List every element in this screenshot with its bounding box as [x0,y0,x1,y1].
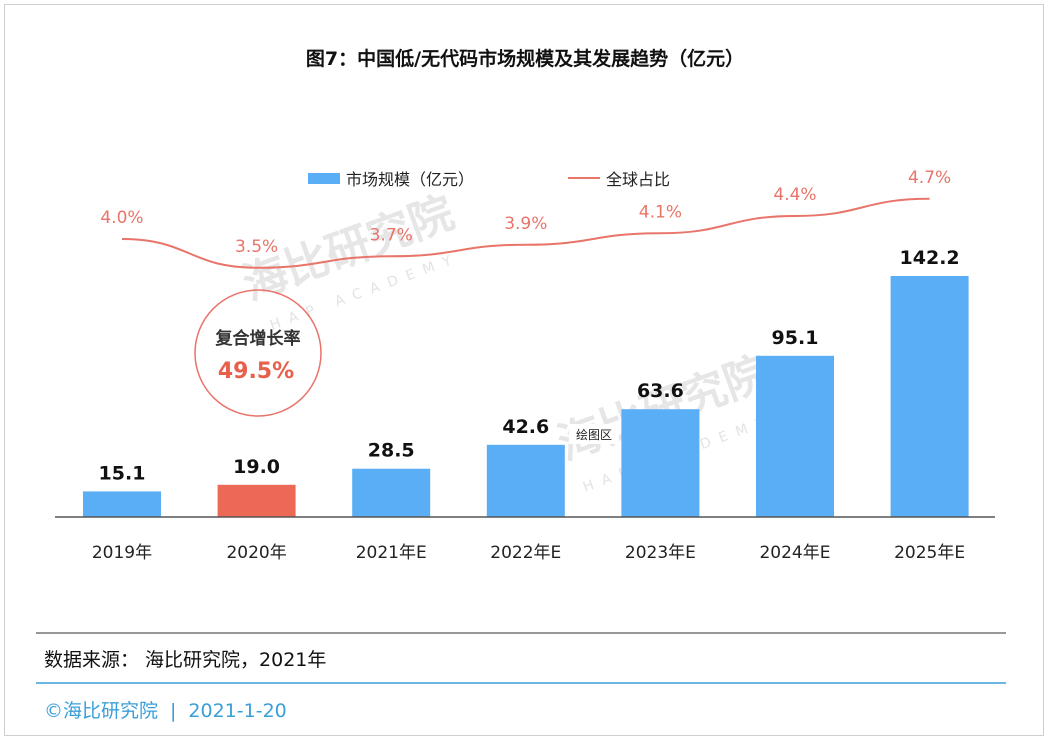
bar-0 [83,491,161,517]
bar-value-label-0: 15.1 [99,462,146,484]
bar-value-label-2: 28.5 [368,440,415,462]
bar-5 [756,355,834,517]
plot-area-tag-label: 绘图区 [576,427,612,442]
footer-separator: | [170,700,177,722]
bar-4 [621,409,700,517]
share-label-2: 3.7% [370,225,413,245]
bar-series [83,276,969,517]
legend-bar-label: 市场规模（亿元） [346,170,474,189]
bar-value-label-4: 63.6 [637,380,684,402]
bar-1 [217,484,296,517]
share-label-6: 4.7% [908,168,951,188]
footer-date: 2021-1-20 [188,700,287,722]
cagr-value: 49.5% [218,359,294,384]
legend: 市场规模（亿元） 全球占比 [308,170,670,189]
x-tick-label-4: 2023年E [625,543,696,563]
bar-value-label-3: 42.6 [502,416,549,438]
bar-6 [890,276,969,517]
share-label-3: 3.9% [504,214,547,234]
bar-2 [352,468,431,517]
share-label-5: 4.4% [773,185,816,205]
cagr-annotation: 复合增长率 49.5% [194,289,322,417]
bar-value-labels: 15.1 19.0 28.5 42.6 63.6 95.1 142.2 [99,247,960,484]
legend-line-label: 全球占比 [606,170,670,189]
chart-title: 图7：中国低/无代码市场规模及其发展趋势（亿元） [305,48,745,70]
bar-3 [486,444,565,517]
x-tick-label-1: 2020年 [226,543,286,563]
x-tick-label-6: 2025年E [894,543,965,563]
x-axis-tick-labels: 2019年 2020年 2021年E 2022年E 2023年E 2024年E 2025年E [92,543,965,563]
bar-value-label-6: 142.2 [900,247,960,269]
plot-area-tag-box [569,424,619,444]
plot-area-tag: 绘图区 [569,424,619,444]
footer: ©海比研究院 | 2021-1-20 [44,696,287,723]
x-tick-label-5: 2024年E [759,543,830,563]
share-label-4: 4.1% [639,202,682,222]
share-line [121,197,930,269]
share-label-0: 4.0% [100,208,143,228]
x-tick-label-2: 2021年E [356,543,427,563]
x-tick-label-0: 2019年 [92,543,152,563]
bar-value-label-5: 95.1 [772,327,819,349]
bar-value-label-1: 19.0 [233,456,280,478]
share-value-labels: 4.0% 3.5% 3.7% 3.9% 4.1% 4.4% 4.7% [100,168,951,257]
figure-frame [4,4,1044,736]
legend-bar-swatch [308,173,340,184]
cagr-label: 复合增长率 [215,328,301,349]
x-tick-label-3: 2022年E [490,543,561,563]
cagr-circle [194,289,322,417]
data-source: 数据来源： 海比研究院，2021年 [44,649,327,671]
share-label-1: 3.5% [235,237,278,257]
footer-brand: ©海比研究院 [44,700,159,722]
